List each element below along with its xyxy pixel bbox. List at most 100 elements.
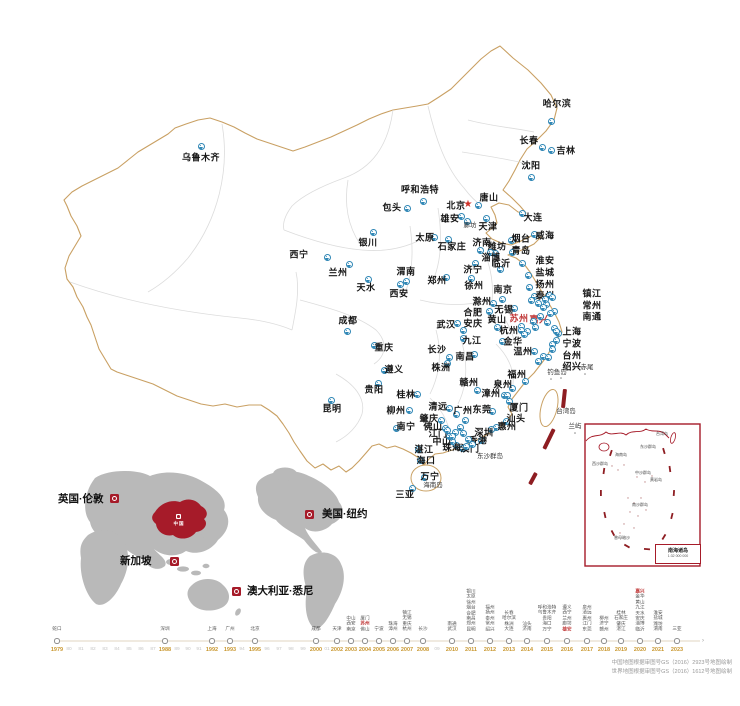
timeline-city: 九江 [635, 604, 645, 610]
timeline-city: 万宁 [542, 626, 552, 632]
timeline-city: 福州 [485, 604, 495, 610]
city-pin-icon [507, 236, 515, 244]
city-label: 济宁 [463, 264, 483, 275]
city-pin-icon [442, 273, 450, 281]
city-pin-icon [462, 442, 470, 450]
timeline-year: 1993 [223, 647, 237, 653]
city-label: 黄山 [487, 314, 507, 325]
timeline-city: 北京 [250, 626, 260, 632]
city-label: 武汉 [436, 319, 456, 330]
timeline-year: 2010 [445, 647, 459, 653]
timeline-city: 江门 [582, 620, 592, 626]
timeline-year-minor: 82 [90, 647, 96, 652]
city-label: 广州 [453, 405, 473, 416]
timeline-node [601, 638, 607, 644]
timeline-node [618, 638, 624, 644]
timeline-city: 天水 [635, 609, 645, 615]
timeline-node [449, 638, 455, 644]
city-pin-icon [508, 248, 516, 256]
city-pin-icon [518, 259, 526, 267]
timeline-city: 杭州 [402, 626, 412, 632]
timeline-city-column: 厦门 苏州 佛山 [360, 616, 369, 632]
city-pin-icon [416, 456, 424, 464]
city-pin-icon [437, 416, 445, 424]
timeline-city: 天津 [332, 626, 342, 632]
city-pin-icon [414, 445, 422, 453]
city-pin-icon [482, 214, 490, 222]
world-location-label: 澳大利亚·悉尼 [247, 584, 314, 597]
timeline-city: 肇庆 [616, 620, 626, 626]
city-label: 安庆 [463, 318, 483, 329]
city-label: 九江 [462, 335, 482, 346]
timeline-city: 贵阳 [542, 615, 552, 621]
timeline-year-minor: 80 [66, 647, 72, 652]
timeline-year: 2018 [597, 647, 611, 653]
city-pin-icon [405, 406, 413, 414]
timeline-city: 潍坊 [653, 620, 663, 626]
city-pin-icon [370, 341, 378, 349]
timeline-city: 银川 [466, 588, 476, 594]
timeline-city: 盐城 [653, 615, 663, 621]
city-pin-icon [508, 384, 516, 392]
city-pin-icon [548, 293, 556, 301]
timeline-city-column: 银川 太原 徐州 烟台 合肥 南昌 郑州 昆明 [466, 589, 475, 632]
timeline-year: 2021 [651, 647, 665, 653]
city-pin-icon [496, 265, 504, 273]
city-label: 佛山 [423, 421, 443, 432]
city-label: 昆明 [322, 403, 342, 414]
city-pin-icon [470, 350, 478, 358]
city-label: 滁州 [472, 296, 492, 307]
timeline-city-column: 汕头 济南 [522, 620, 532, 632]
timeline-city-column: 广州 [225, 626, 234, 632]
city-pin-icon [552, 336, 560, 344]
city-pin-icon [498, 295, 506, 303]
city-pin-icon [443, 359, 451, 367]
timeline-year: 2000 [309, 647, 323, 653]
city-pin-icon [527, 173, 535, 181]
city-label: 苏州 [509, 313, 529, 324]
timeline-city: 金华 [635, 593, 645, 599]
city-pin-icon [374, 379, 382, 387]
city-label: 扬州 [535, 279, 555, 290]
island-label: 兰屿 [568, 422, 582, 430]
city-label: 赣州 [459, 377, 479, 388]
city-pin-icon [467, 274, 475, 282]
timeline-city-column: 桂林 石家庄 肇庆 湛江 [614, 610, 628, 632]
city-label: 三亚 [395, 489, 415, 500]
city-label: 杭州 [499, 325, 519, 336]
timeline-city-column: 宁波 [374, 626, 383, 632]
inset-island-label: 台湾岛 [656, 431, 668, 436]
timeline-city: 赣州 [599, 626, 609, 632]
timeline-city-column: 福州 扬州 泰州 常州 绍兴 [485, 604, 495, 632]
timeline-city: 重庆 [402, 620, 412, 626]
timeline-year: 1988 [158, 647, 172, 653]
timeline-city: 柳州 [599, 615, 609, 621]
city-pin-icon [536, 312, 544, 320]
timeline-city-column: 长沙 [418, 626, 427, 632]
city-pin-icon [459, 334, 467, 342]
city-pin-icon [493, 323, 501, 331]
timeline-city: 惠州 [582, 615, 592, 621]
company-logo-icon [170, 557, 179, 566]
timeline-city-column: 淮安 盐城 潍坊 渭南 [653, 610, 663, 632]
city-label: 渭南 [396, 266, 416, 277]
timeline-node [390, 638, 396, 644]
city-label: 海口 [416, 455, 436, 466]
timeline-city: 成都 [311, 626, 321, 632]
timeline-year: 2013 [502, 647, 516, 653]
city-label: 贵阳 [364, 384, 384, 395]
company-logo-icon [305, 510, 314, 519]
city-pin-icon [538, 143, 546, 151]
timeline-city: 汕头 [522, 620, 532, 626]
timeline-city-column: 上海 [207, 626, 216, 632]
timeline-year-minor: 97 [276, 647, 282, 652]
timeline-city: 渭南 [653, 626, 663, 632]
city-pin-icon [463, 217, 471, 225]
city-pin-icon [444, 235, 452, 243]
timeline-city: 兰州 [562, 615, 572, 621]
province-borders [69, 105, 535, 445]
city-pin-icon [530, 347, 538, 355]
timeline-city: 黄山 [635, 599, 645, 605]
timeline-year: 2011 [465, 647, 477, 653]
